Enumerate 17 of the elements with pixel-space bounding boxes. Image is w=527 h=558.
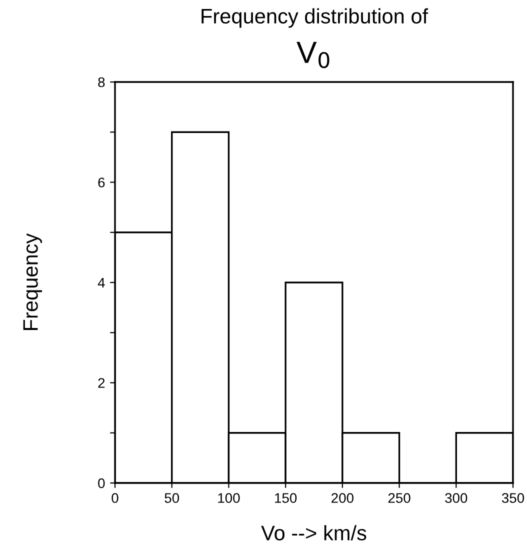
x-tick-label: 50 bbox=[164, 493, 180, 503]
chart-subtitle: V$_{0}$ bbox=[296, 42, 330, 68]
x-axis-title: Vo --> km/s bbox=[261, 525, 366, 540]
x-tick-label: 100 bbox=[218, 493, 240, 503]
x-tick-label: 200 bbox=[332, 493, 354, 503]
y-tick-label: 0 bbox=[98, 478, 105, 488]
x-tick-label: 250 bbox=[388, 493, 410, 503]
x-tick-label: 350 bbox=[502, 493, 524, 503]
y-axis-title: Frequency bbox=[23, 233, 42, 330]
y-tick-label: 6 bbox=[98, 178, 105, 188]
y-tick-label: 2 bbox=[98, 378, 105, 388]
y-tick-label: 8 bbox=[98, 77, 105, 88]
x-tick-label: 300 bbox=[445, 493, 468, 503]
x-tick-label: 150 bbox=[275, 493, 297, 503]
chart-title: Frequency distribution of bbox=[202, 8, 428, 28]
y-tick-label: 4 bbox=[98, 278, 105, 288]
x-tick-label: 0 bbox=[112, 493, 118, 503]
